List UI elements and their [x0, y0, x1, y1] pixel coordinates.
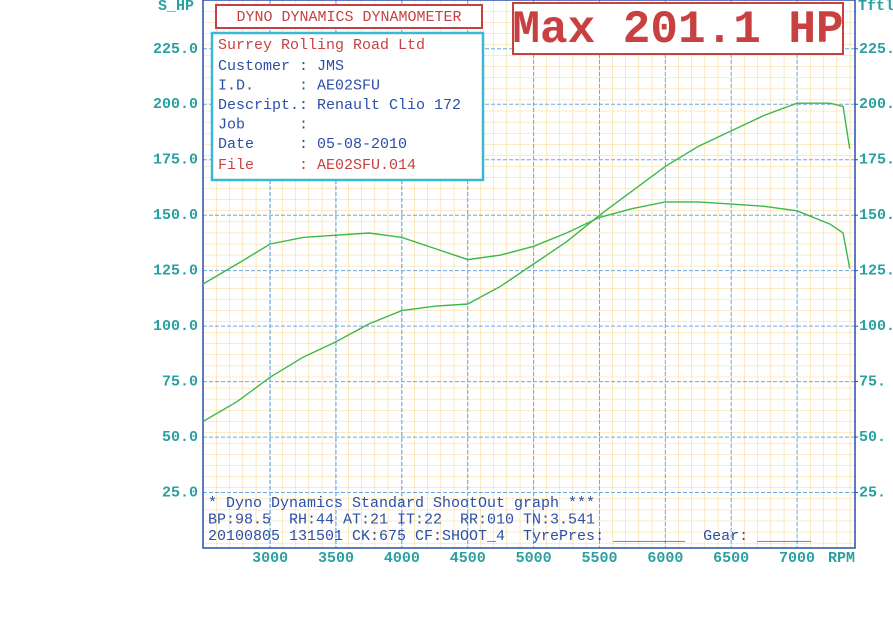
- y-tick-label: 175.0: [153, 152, 198, 169]
- y-tick-label: 125.0: [153, 263, 198, 280]
- y2-tick-label: 225.: [859, 41, 893, 58]
- y-tick-label: 150.0: [153, 207, 198, 224]
- x-tick-label: 4500: [450, 550, 486, 567]
- series-line: [202, 102, 851, 423]
- info-box: [210, 31, 485, 182]
- y2-tick-label: 175.: [859, 152, 893, 169]
- y2-axis-label: Tftl: [858, 0, 893, 15]
- y2-tick-label: 100.: [859, 318, 893, 335]
- max-box: [512, 2, 844, 55]
- x-tick-label: 3000: [252, 550, 288, 567]
- x-tick-label: 5000: [516, 550, 552, 567]
- info-title: Surrey Rolling Road Ltd: [218, 37, 425, 54]
- y-tick-label: 75.0: [162, 374, 198, 391]
- x-tick-label: 7000: [779, 550, 815, 567]
- info-line: Job :: [218, 116, 308, 133]
- y2-tick-label: 25.: [859, 485, 886, 502]
- info-line: I.D. : AE02SFU: [218, 77, 380, 94]
- labels: S_HP Tftl RPM DYNO DYNAMICS DYNAMOMETER …: [153, 0, 893, 567]
- x-axis-label: RPM: [828, 550, 855, 567]
- footer-line: * Dyno Dynamics Standard ShootOut graph …: [208, 495, 595, 512]
- x-tick-label: 3500: [318, 550, 354, 567]
- info-line: Descript.: Renault Clio 172: [218, 97, 461, 114]
- plot-frame: [202, 0, 856, 549]
- y-tick-label: 100.0: [153, 318, 198, 335]
- title: DYNO DYNAMICS DYNAMOMETER: [236, 9, 461, 26]
- y-tick-label: 25.0: [162, 485, 198, 502]
- y-axis-label: S_HP: [158, 0, 194, 15]
- footer-line: 20100805 131501 CK:675 CF:SHOOT_4 TyrePr…: [208, 528, 812, 545]
- x-tick-label: 6500: [713, 550, 749, 567]
- x-tick-label: 5500: [581, 550, 617, 567]
- max-label: Max 201.1 HP: [512, 4, 843, 56]
- y-tick-label: 200.0: [153, 96, 198, 113]
- y2-tick-label: 125.: [859, 263, 893, 280]
- title-box: [215, 4, 483, 29]
- footer-line: BP:98.5 RH:44 AT:21 IT:22 RR:010 TN:3.54…: [208, 511, 595, 528]
- x-tick-label: 4000: [384, 550, 420, 567]
- x-tick-label: 6000: [647, 550, 683, 567]
- info-line: Date : 05-08-2010: [218, 136, 407, 153]
- y-tick-label: 50.0: [162, 429, 198, 446]
- info-file: File : AE02SFU.014: [218, 157, 416, 174]
- y-tick-label: 225.0: [153, 41, 198, 58]
- y2-tick-label: 50.: [859, 429, 886, 446]
- lines: [202, 102, 851, 423]
- info-line: Customer : JMS: [218, 58, 344, 75]
- y2-tick-label: 75.: [859, 374, 886, 391]
- series-line: [202, 201, 851, 285]
- y2-tick-label: 200.: [859, 96, 893, 113]
- y2-tick-label: 150.: [859, 207, 893, 224]
